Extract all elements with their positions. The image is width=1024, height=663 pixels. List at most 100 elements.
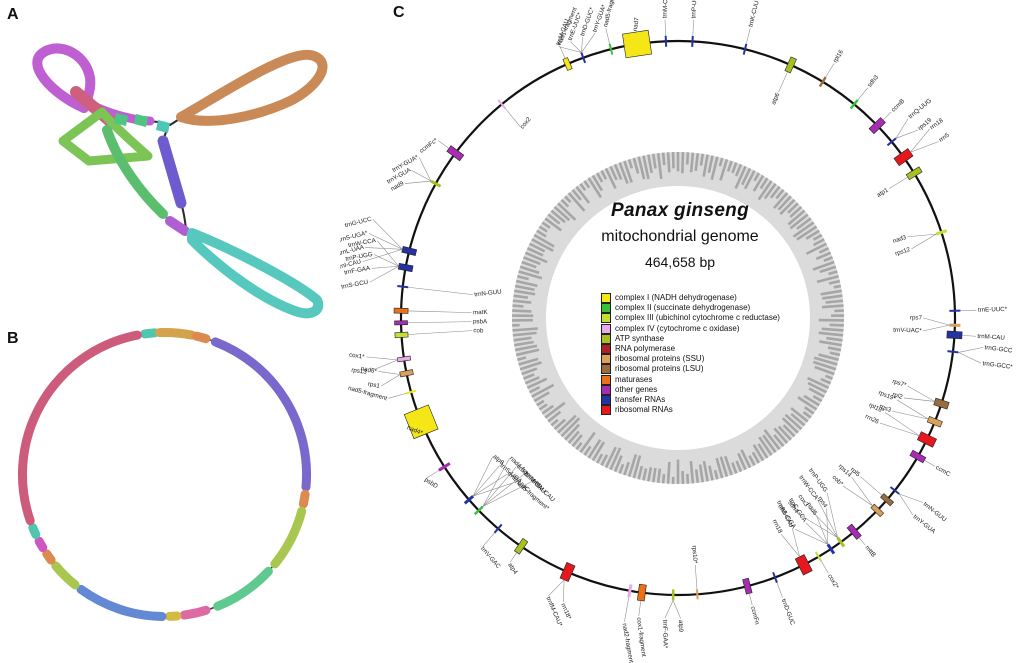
gc-bar — [512, 331, 537, 337]
legend-item: maturases — [601, 374, 780, 385]
gene-feature-nad5-fragment — [608, 43, 614, 55]
gc-bar — [521, 260, 537, 269]
gc-bar — [694, 469, 700, 483]
gc-bar — [591, 441, 605, 462]
legend-swatch — [601, 293, 611, 304]
gc-bar — [827, 346, 842, 352]
legend-label: ribosomal RNAs — [615, 405, 673, 415]
gc-bar — [769, 185, 781, 199]
gene-label-nad5-fragment: nad5-fragment — [602, 0, 619, 28]
gc-bar — [544, 401, 566, 419]
gc-bar — [825, 299, 844, 304]
gc-bar — [528, 242, 546, 253]
leader-line — [895, 129, 918, 139]
gene-feature-rrn18 — [893, 148, 914, 167]
leader-line — [797, 513, 838, 538]
gc-bar — [828, 270, 838, 276]
gc-bar — [550, 209, 566, 224]
gc-bar — [689, 461, 695, 484]
gc-bar — [627, 454, 638, 478]
genome-segment-3 — [210, 337, 312, 492]
legend-label: ATP synthase — [615, 333, 665, 343]
gc-bar — [816, 274, 839, 284]
gene-label-trnY-GUA: trnY-GUA — [912, 513, 938, 535]
leader-line — [898, 493, 914, 516]
gene-label-trnG-GCC: trnG-GCC — [984, 344, 1013, 354]
gc-bar — [513, 294, 529, 299]
gene-label-trnfM-CAU*: trnfM-CAU* — [544, 596, 563, 628]
gc-bar — [531, 238, 554, 252]
leader-line — [898, 493, 923, 503]
gene-label-cox2: cox2 — [519, 116, 533, 131]
leader-line — [858, 537, 866, 546]
gc-bar — [651, 467, 657, 483]
leader-line — [911, 233, 937, 250]
gc-bar — [632, 455, 642, 479]
gc-bar — [627, 158, 634, 169]
gene-label-trnV-UAC*: trnV-UAC* — [893, 327, 922, 335]
gene-label-rrn26: rrn26 — [864, 413, 881, 426]
gc-bar — [751, 451, 760, 464]
legend-item: ribosomal proteins (SSU) — [601, 354, 780, 365]
assembly-node-green-square-2 — [134, 114, 148, 127]
assembly-edge-green-loop — [58, 107, 153, 166]
gc-bar — [523, 373, 535, 380]
gc-bar — [708, 465, 714, 481]
legend-item: complex IV (cytochrome c oxidase) — [601, 323, 780, 334]
gene-label-rps10*: rps10* — [690, 545, 698, 564]
gene-feature-trnS-GCU — [397, 262, 414, 273]
gc-bar — [647, 467, 653, 482]
gene-label-cox2*: cox2* — [826, 573, 840, 590]
gc-bar — [796, 217, 812, 230]
gene-label-ccmB: ccmB — [890, 98, 906, 114]
gc-bar — [787, 202, 799, 214]
gc-bar — [829, 323, 844, 327]
genome-segment-1 — [155, 328, 197, 340]
gc-bar — [547, 410, 562, 423]
leader-line — [369, 266, 399, 283]
gc-bar — [579, 182, 587, 192]
leader-line — [381, 374, 401, 387]
leader-line — [411, 170, 432, 182]
gc-bar — [613, 455, 623, 473]
gc-bar — [752, 174, 765, 192]
gene-label-ccmFc*: ccmFc* — [418, 137, 439, 155]
gc-bar — [743, 170, 756, 190]
gc-bar — [632, 157, 640, 174]
gc-bar — [656, 468, 662, 483]
leader-line — [664, 600, 674, 619]
gc-bar — [517, 274, 529, 281]
legend-swatch — [601, 313, 611, 324]
gc-bar — [623, 160, 633, 183]
leader-line — [372, 219, 403, 250]
gc-bar — [533, 391, 550, 403]
gc-bar — [734, 165, 747, 190]
gene-feature-trnP-UGG* — [691, 35, 694, 47]
gc-bar — [564, 195, 572, 203]
gene-label-rps4: rps4 — [816, 495, 829, 509]
leader-line — [404, 180, 431, 184]
gene-label-nad7: nad7 — [632, 17, 641, 32]
assembly-edge-teal-loop — [187, 228, 324, 319]
gc-bar — [519, 361, 542, 371]
gc-bar — [547, 213, 561, 225]
gene-feature-rps10* — [695, 589, 699, 600]
gc-bar — [596, 453, 604, 464]
leader-line — [664, 19, 666, 36]
gene-label-trnG-GCC*: trnG-GCC* — [982, 360, 1013, 371]
gc-bar — [604, 167, 617, 189]
gc-bar — [666, 152, 671, 173]
leader-line — [472, 456, 493, 497]
gene-feature-rpl16* — [916, 431, 937, 448]
gc-bar — [666, 461, 671, 484]
gene-feature-trnN-GUU — [889, 486, 900, 495]
leader-line — [373, 254, 399, 267]
gc-bar — [515, 348, 540, 357]
gc-bar — [512, 327, 538, 332]
leader-line — [482, 466, 517, 507]
gene-feature-trnfM-CAU — [794, 554, 813, 576]
gc-bar — [812, 233, 823, 241]
gene-label-trnE-UUC*: trnE-UUC* — [978, 306, 1008, 314]
gc-bar — [604, 446, 617, 469]
gc-bar — [538, 403, 548, 411]
